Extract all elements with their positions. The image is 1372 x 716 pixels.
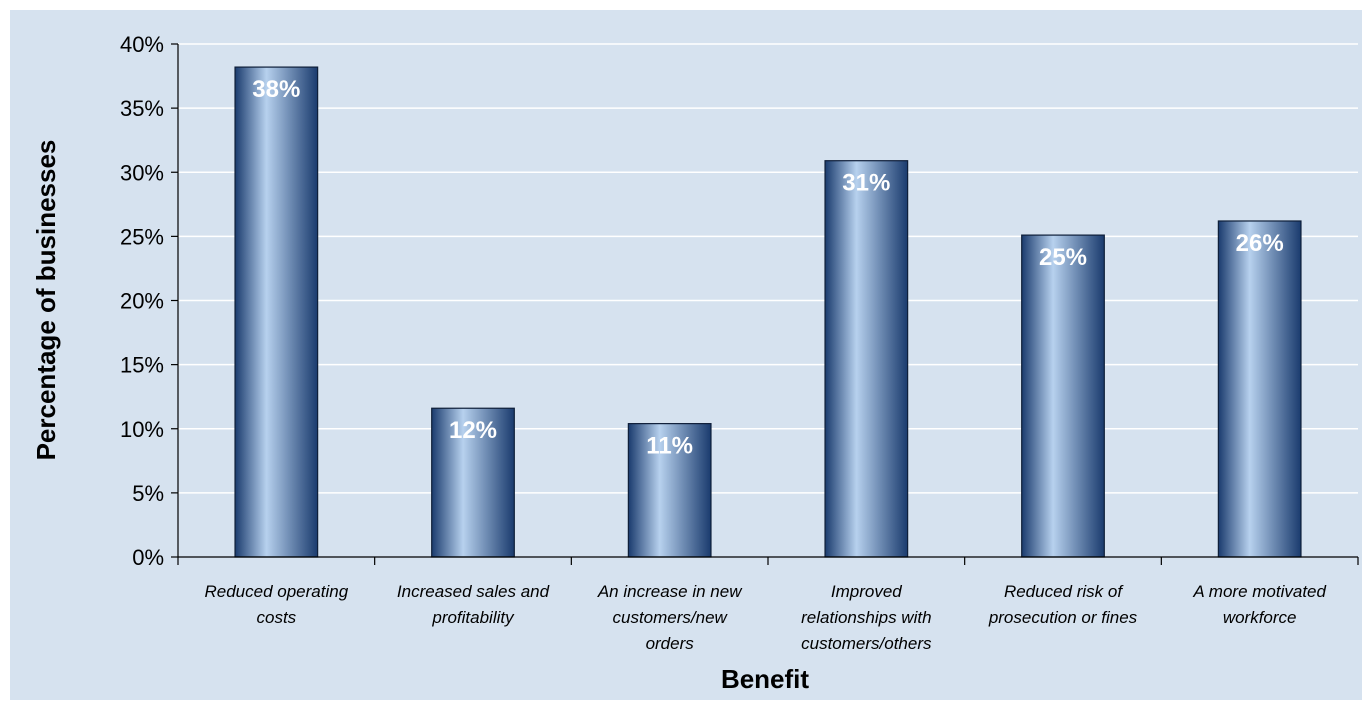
data-label: 12% — [449, 417, 497, 444]
category-label: Reduced risk of prosecution or fines — [988, 582, 1138, 627]
data-label: 25% — [1039, 244, 1087, 271]
bar — [431, 407, 515, 558]
y-axis-title: Percentage of businesses — [31, 140, 61, 461]
labels: 0% 5% 10% 15% 20% 25% 30% 35% 40% 38% Reduced oper… — [120, 32, 1327, 653]
y-tick-label: 40% — [120, 32, 164, 57]
data-label: 38% — [252, 76, 300, 103]
data-label: 26% — [1236, 230, 1284, 257]
y-tick-label: 35% — [120, 96, 164, 121]
bars — [234, 66, 1302, 558]
bar — [1021, 234, 1105, 558]
category-label: Reduced operating costs — [204, 582, 348, 627]
gridlines — [178, 43, 1358, 494]
y-tick-label: 25% — [120, 224, 164, 249]
category-label: An increase in new customers/new orders — [597, 582, 743, 653]
data-label: 31% — [842, 170, 890, 197]
y-tick-label: 0% — [132, 545, 164, 570]
bar — [627, 423, 712, 558]
bar — [1217, 220, 1302, 558]
y-tick-label: 10% — [120, 417, 164, 442]
category-label: Improved relationships with customers/othe… — [801, 582, 932, 653]
y-tick-label: 5% — [132, 481, 164, 506]
bar — [234, 66, 319, 558]
y-tick-label: 30% — [120, 160, 164, 185]
axes — [171, 43, 1359, 565]
category-label: A more motivated workforce — [1192, 582, 1326, 627]
x-axis-title: Benefit — [721, 664, 809, 694]
data-label: 11% — [646, 433, 693, 460]
y-tick-label: 20% — [120, 289, 164, 314]
y-tick-label: 15% — [120, 353, 164, 378]
bar — [824, 160, 909, 558]
category-label: Increased sales and profitability — [397, 582, 550, 627]
